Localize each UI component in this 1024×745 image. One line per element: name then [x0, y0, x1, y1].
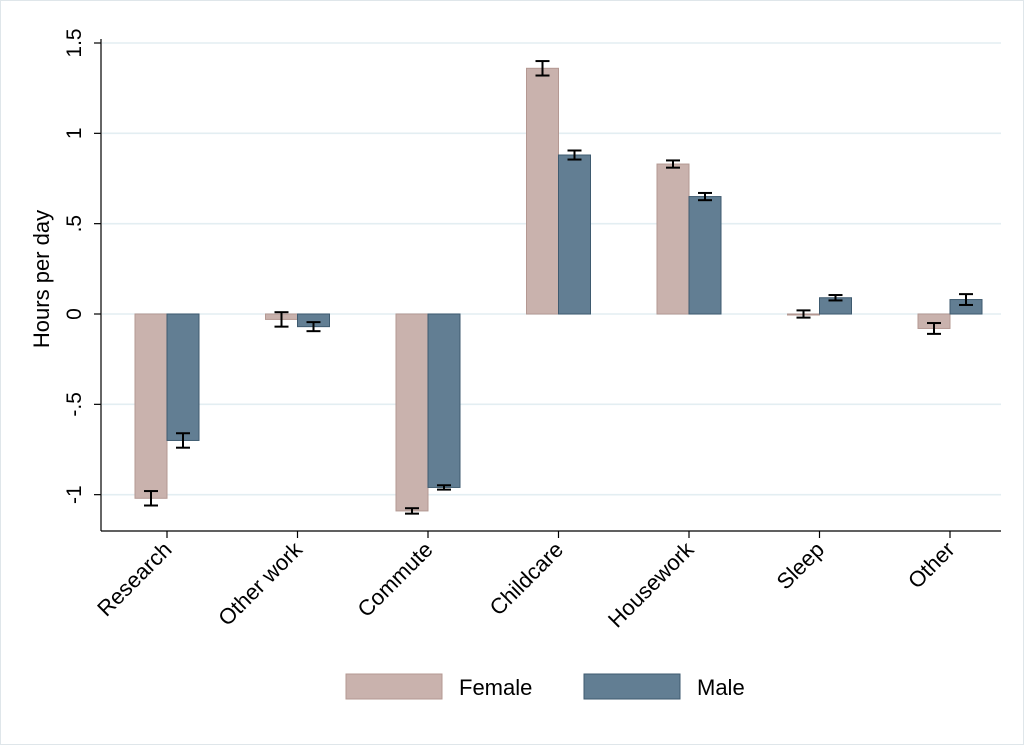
x-tick-label-6: Other — [903, 537, 960, 594]
bar-female-2 — [395, 313, 429, 512]
bar-female-4 — [656, 163, 690, 315]
error-bar-female-4 — [666, 159, 680, 169]
error-bar-male-0 — [176, 432, 190, 449]
y-tick-label-2: .5 — [63, 215, 86, 233]
error-bar-male-3 — [567, 149, 582, 161]
legend: Female Male — [345, 673, 745, 700]
error-bar-female-1 — [274, 311, 289, 328]
x-tick-label-4: Housework — [603, 536, 699, 632]
x-tick-label-2: Commute — [352, 537, 437, 622]
x-tick-label-0: Research — [92, 537, 176, 621]
legend-swatch-female — [345, 673, 443, 700]
y-tick-label-4: -.5 — [63, 392, 86, 417]
x-tick-label-1: Other work — [213, 536, 307, 630]
x-tick-label-3: Childcare — [485, 537, 568, 620]
error-bar-female-6 — [927, 322, 941, 335]
y-tick-label-3: 0 — [63, 308, 86, 320]
legend-item-male: Male — [583, 673, 745, 700]
error-bar-female-2 — [405, 507, 419, 515]
error-bar-female-3 — [535, 60, 550, 77]
legend-swatch-male — [583, 673, 681, 700]
bar-male-0 — [166, 313, 200, 441]
y-tick-label-1: 1 — [63, 127, 86, 139]
error-bar-male-5 — [828, 294, 843, 302]
bar-female-0 — [134, 313, 168, 499]
x-tick-label-5: Sleep — [772, 537, 829, 594]
y-tick-label-5: -1 — [63, 485, 86, 504]
legend-label-male: Male — [697, 675, 745, 700]
bar-male-4 — [688, 196, 722, 315]
error-bar-male-1 — [306, 321, 321, 333]
error-bar-male-4 — [698, 191, 712, 202]
legend-label-female: Female — [459, 675, 532, 700]
error-bar-male-6 — [959, 293, 973, 306]
error-bars — [144, 60, 973, 515]
bar-male-2 — [427, 313, 461, 488]
bars — [134, 67, 983, 512]
error-bar-female-0 — [144, 490, 158, 507]
y-axis-title: Hours per day — [29, 210, 54, 348]
error-bar-female-5 — [796, 309, 811, 319]
bar-male-3 — [558, 154, 591, 315]
legend-item-female: Female — [345, 673, 532, 700]
bar-female-3 — [526, 67, 559, 315]
y-tick-label-0: 1.5 — [63, 28, 86, 57]
error-bar-male-2 — [437, 484, 451, 491]
